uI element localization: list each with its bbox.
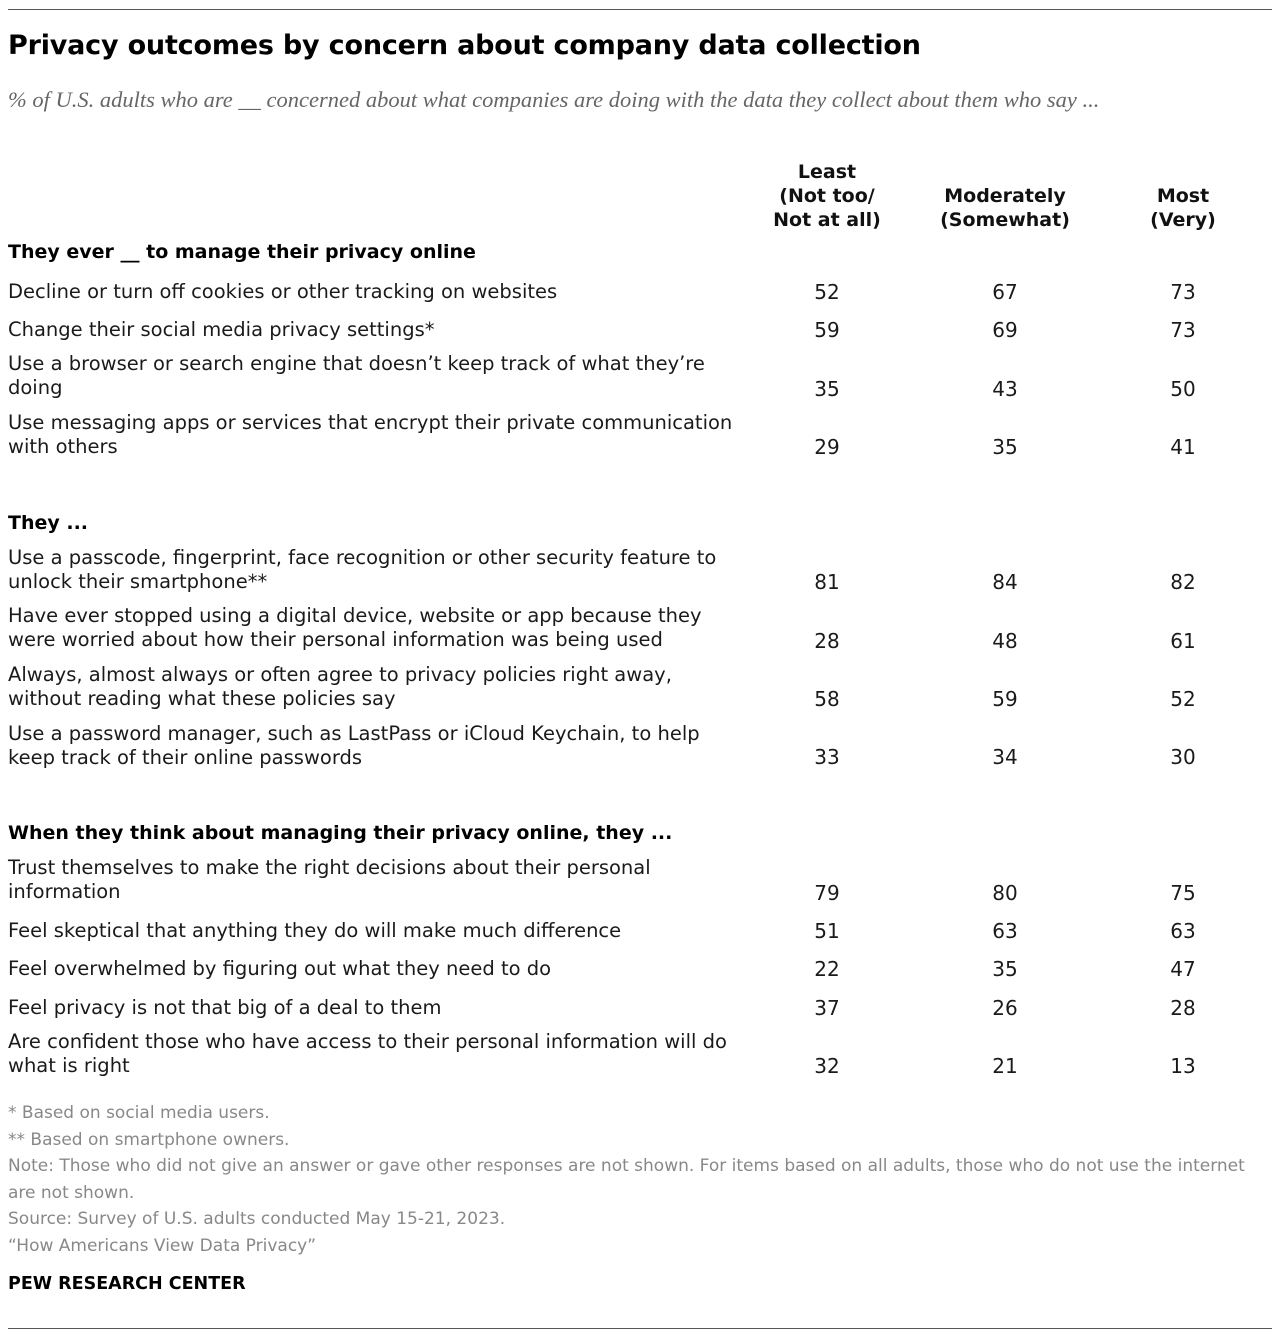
row-label: Always, almost always or often agree to … (8, 663, 672, 710)
value-moderately: 21 (992, 1054, 1018, 1078)
row-label: Are confident those who have access to t… (8, 1030, 727, 1077)
value-moderately: 34 (992, 745, 1018, 769)
chart-subtitle: % of U.S. adults who are __ concerned ab… (8, 87, 1100, 112)
column-header-most: Most (Very) (1098, 184, 1268, 232)
value-least: 59 (814, 318, 840, 342)
column-header-moderately-line3: (Somewhat) (940, 209, 1070, 231)
value-least: 37 (814, 996, 840, 1020)
row-label: Use a passcode, fingerprint, face recogn… (8, 546, 717, 593)
row-label: Feel privacy is not that big of a deal t… (8, 996, 442, 1019)
value-most: 73 (1170, 280, 1196, 304)
section-heading: When they think about managing their pri… (8, 822, 673, 844)
column-header-most-line3: (Very) (1150, 209, 1216, 231)
row-label: Trust themselves to make the right decis… (8, 856, 651, 903)
value-most: 82 (1170, 570, 1196, 594)
value-least: 32 (814, 1054, 840, 1078)
value-moderately: 67 (992, 280, 1018, 304)
value-most: 63 (1170, 919, 1196, 943)
chart-title: Privacy outcomes by concern about compan… (8, 30, 921, 61)
value-least: 58 (814, 687, 840, 711)
value-most: 13 (1170, 1054, 1196, 1078)
row-label: Feel skeptical that anything they do wil… (8, 919, 622, 942)
column-header-least-line1: Least (797, 161, 857, 183)
footnote-report-title: “How Americans View Data Privacy” (8, 1236, 317, 1256)
value-moderately: 35 (992, 435, 1018, 459)
value-moderately: 80 (992, 881, 1018, 905)
value-moderately: 59 (992, 687, 1018, 711)
value-moderately: 84 (992, 570, 1018, 594)
value-moderately: 43 (992, 377, 1018, 401)
value-least: 81 (814, 570, 840, 594)
value-moderately: 69 (992, 318, 1018, 342)
value-least: 52 (814, 280, 840, 304)
row-label: Use a password manager, such as LastPass… (8, 722, 700, 769)
value-most: 41 (1170, 435, 1196, 459)
value-most: 61 (1170, 629, 1196, 653)
brand-logo-text: PEW RESEARCH CENTER (8, 1274, 246, 1294)
row-label: Use messaging apps or services that encr… (8, 411, 733, 458)
value-least: 33 (814, 745, 840, 769)
footnote-smartphone: ** Based on smartphone owners. (8, 1130, 290, 1150)
row-label: Have ever stopped using a digital device… (8, 604, 702, 651)
value-least: 28 (814, 629, 840, 653)
value-most: 47 (1170, 957, 1196, 981)
value-most: 73 (1170, 318, 1196, 342)
value-least: 22 (814, 957, 840, 981)
column-header-least: Least (Not too/ Not at all) (742, 160, 912, 232)
value-least: 35 (814, 377, 840, 401)
value-least: 29 (814, 435, 840, 459)
footnote-social-media: * Based on social media users. (8, 1103, 270, 1123)
footnote-source: Source: Survey of U.S. adults conducted … (8, 1209, 506, 1229)
value-moderately: 63 (992, 919, 1018, 943)
column-header-least-line2: (Not too/ (779, 185, 875, 207)
value-most: 28 (1170, 996, 1196, 1020)
value-moderately: 26 (992, 996, 1018, 1020)
section-heading: They ever __ to manage their privacy onl… (8, 241, 476, 263)
column-header-least-line3: Not at all) (773, 209, 881, 231)
row-label: Decline or turn off cookies or other tra… (8, 280, 558, 303)
value-most: 75 (1170, 881, 1196, 905)
value-least: 79 (814, 881, 840, 905)
footnote-note: Note: Those who did not give an answer o… (8, 1156, 1245, 1203)
top-rule (8, 9, 1272, 10)
section-heading: They ... (8, 512, 89, 534)
column-header-moderately-line2: Moderately (944, 185, 1066, 207)
column-header-most-line2: Most (1156, 185, 1210, 207)
row-label: Change their social media privacy settin… (8, 318, 435, 341)
value-most: 52 (1170, 687, 1196, 711)
value-moderately: 48 (992, 629, 1018, 653)
row-label: Feel overwhelmed by figuring out what th… (8, 957, 552, 980)
column-header-moderately: Moderately (Somewhat) (920, 184, 1090, 232)
row-label: Use a browser or search engine that does… (8, 352, 705, 399)
value-moderately: 35 (992, 957, 1018, 981)
bottom-rule (8, 1328, 1272, 1329)
value-least: 51 (814, 919, 840, 943)
value-most: 50 (1170, 377, 1196, 401)
value-most: 30 (1170, 745, 1196, 769)
